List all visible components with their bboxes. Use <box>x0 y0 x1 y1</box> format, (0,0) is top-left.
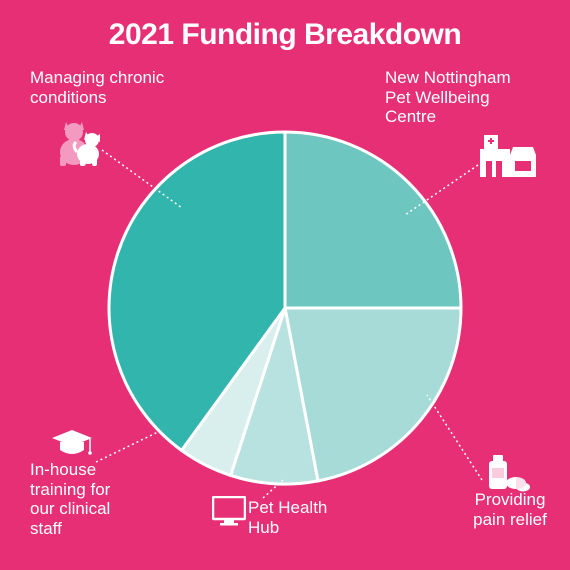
bottle-icon <box>485 453 531 498</box>
gradcap-icon <box>52 430 92 465</box>
slice-label-pethub: Pet HealthHub <box>248 498 368 537</box>
pie-slice-nottingham <box>285 132 461 308</box>
slice-label-training: In-housetraining forour clinicalstaff <box>30 460 140 538</box>
funding-breakdown-infographic: 2021 Funding Breakdown New NottinghamPet… <box>0 0 570 570</box>
leader-line <box>427 395 482 480</box>
leader-line <box>96 432 158 462</box>
slice-label-chronic: Managing chronicconditions <box>30 68 200 107</box>
pets-icon <box>58 118 110 171</box>
building-icon <box>480 135 536 182</box>
monitor-icon <box>212 496 246 531</box>
slice-label-nottingham: New NottinghamPet WellbeingCentre <box>385 68 555 127</box>
